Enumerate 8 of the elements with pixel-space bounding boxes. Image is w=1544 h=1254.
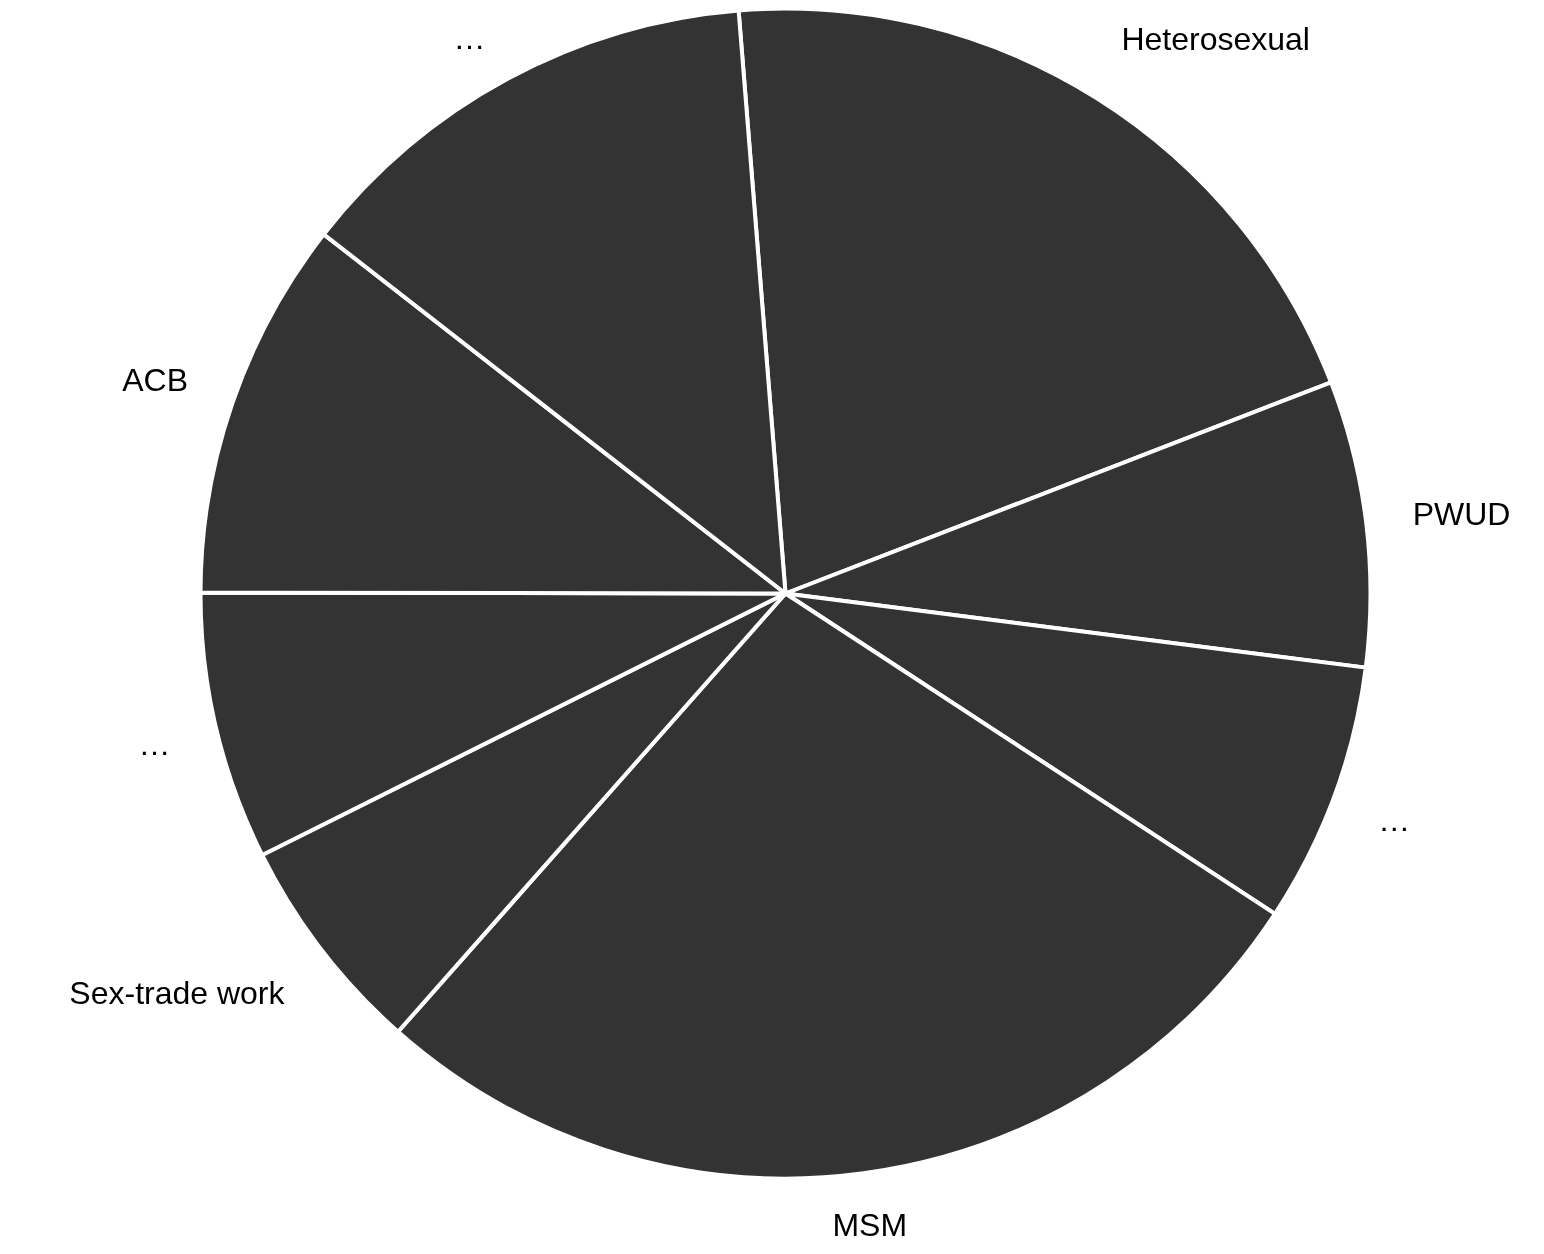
slice-label: … (138, 725, 171, 762)
slice-label: Heterosexual (1121, 20, 1310, 57)
slice-label: MSM (832, 1207, 908, 1244)
slice-label: ACB (122, 362, 189, 399)
slice-label: PWUD (1412, 496, 1511, 533)
slice-label: … (1378, 802, 1411, 839)
slice-label: Sex-trade work (69, 974, 286, 1011)
slice-label: … (453, 19, 486, 56)
